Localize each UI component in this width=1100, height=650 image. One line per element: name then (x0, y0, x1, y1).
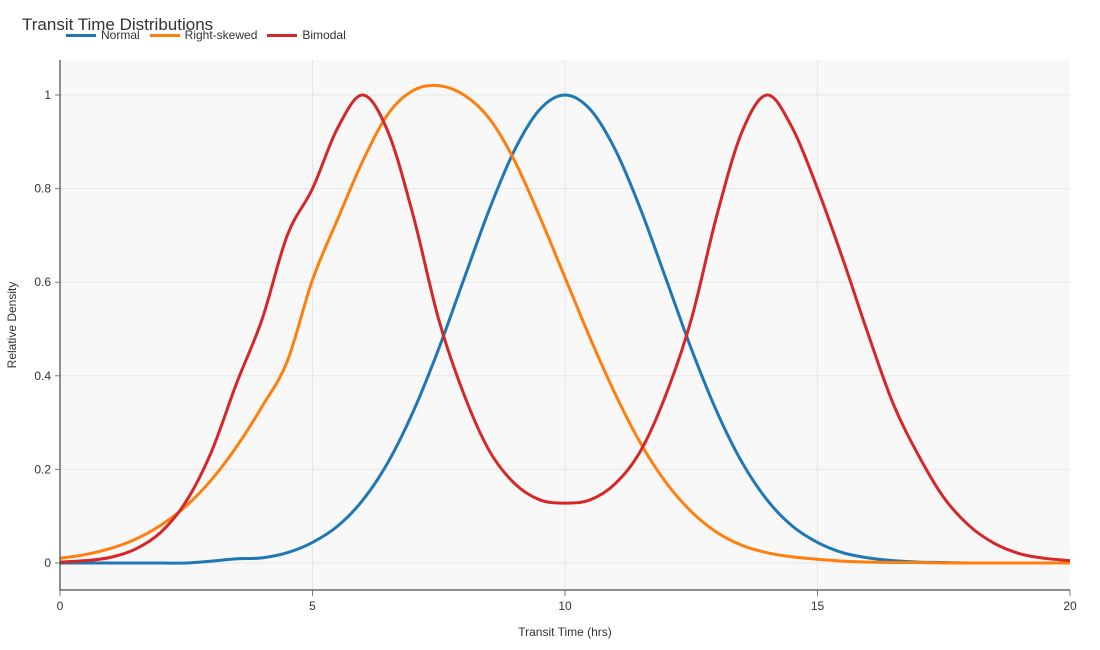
x-tick-label: 0 (57, 599, 64, 613)
legend-swatch-right-skewed (149, 33, 180, 37)
x-axis-ticks: 0 5 10 15 20 (57, 590, 1077, 613)
y-tick-label: 0 (44, 556, 51, 570)
legend-label: Normal (101, 28, 140, 42)
legend-label: Bimodal (302, 28, 346, 42)
legend-swatch-normal (66, 33, 96, 37)
series-lines (59, 83, 1071, 565)
series-line-right-skewed (59, 83, 1070, 565)
y-tick-label: 0.4 (34, 369, 51, 383)
legend-swatch-bimodal (267, 33, 298, 37)
legend-label: Right-skewed (184, 28, 258, 42)
y-tick-label: 0.6 (34, 275, 51, 289)
y-tick-label: 1 (44, 88, 51, 102)
legend-item-right-skewed[interactable]: Right-skewed (149, 28, 258, 42)
x-tick-label: 20 (1063, 599, 1077, 613)
y-tick-label: 0.2 (34, 462, 51, 476)
legend-item-bimodal[interactable]: Bimodal (267, 28, 346, 42)
y-tick-label: 0.8 (34, 182, 51, 196)
series-line-bimodal (59, 93, 1071, 564)
x-tick-label: 15 (811, 599, 825, 613)
legend-item-normal[interactable]: Normal (66, 28, 140, 42)
series-line-normal (59, 93, 1070, 565)
x-axis-title: Transit Time (hrs) (518, 625, 612, 639)
x-tick-label: 5 (309, 599, 316, 613)
chart-title: Transit Time Distributions (22, 15, 214, 34)
x-tick-label: 10 (558, 599, 572, 613)
y-axis-title: Relative Density (5, 282, 19, 369)
legend: Normal Right-skewed Bimodal (66, 28, 346, 42)
gridlines (60, 60, 1070, 590)
y-axis-ticks: 0 0.2 0.4 0.6 0.8 1 (34, 88, 60, 570)
